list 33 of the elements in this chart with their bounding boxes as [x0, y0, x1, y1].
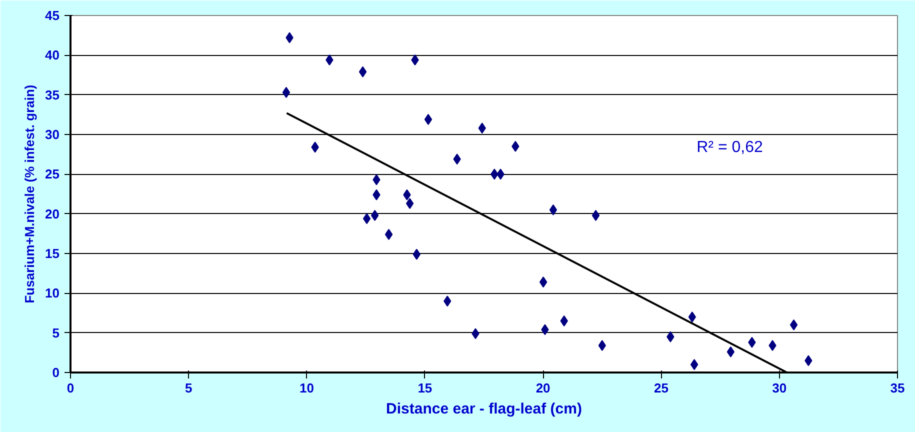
x-axis-title: Distance ear - flag-leaf (cm)	[386, 400, 582, 418]
point	[362, 213, 371, 224]
y-tick-label: 30	[45, 127, 60, 142]
y-tick-label: 40	[45, 48, 60, 63]
x-tick-label: 5	[185, 380, 192, 396]
y-tick-label: 10	[45, 286, 60, 301]
y-tick-label: 35	[45, 87, 60, 102]
y-tick-label: 45	[45, 8, 60, 23]
point	[726, 346, 735, 358]
x-tick-label: 20	[536, 380, 550, 396]
point	[358, 66, 367, 78]
point	[690, 359, 698, 370]
point	[539, 276, 548, 288]
point	[424, 114, 432, 125]
x-tick-label: 10	[300, 380, 314, 396]
point	[790, 319, 798, 330]
x-tick-label: 25	[654, 380, 668, 396]
point	[282, 86, 290, 98]
y-tick-label: 5	[52, 325, 60, 340]
point	[592, 210, 600, 221]
point	[549, 204, 558, 216]
x-tick-label: 15	[418, 380, 432, 396]
y-axis-title: Fusarium+M.nivale (% infest. grain)	[22, 84, 38, 304]
annotation: R² = 0,62	[696, 138, 764, 156]
x-tick-label: 0	[66, 380, 74, 396]
point	[384, 228, 393, 240]
y-tick-label: 20	[45, 206, 60, 222]
x-tick-label: 35	[890, 380, 905, 396]
y-tick-label: 0	[52, 365, 60, 380]
x-tick-label: 30	[772, 380, 787, 396]
y-tick-label: 15	[45, 246, 60, 261]
y-tick-label: 25	[45, 166, 60, 182]
point	[406, 198, 414, 210]
